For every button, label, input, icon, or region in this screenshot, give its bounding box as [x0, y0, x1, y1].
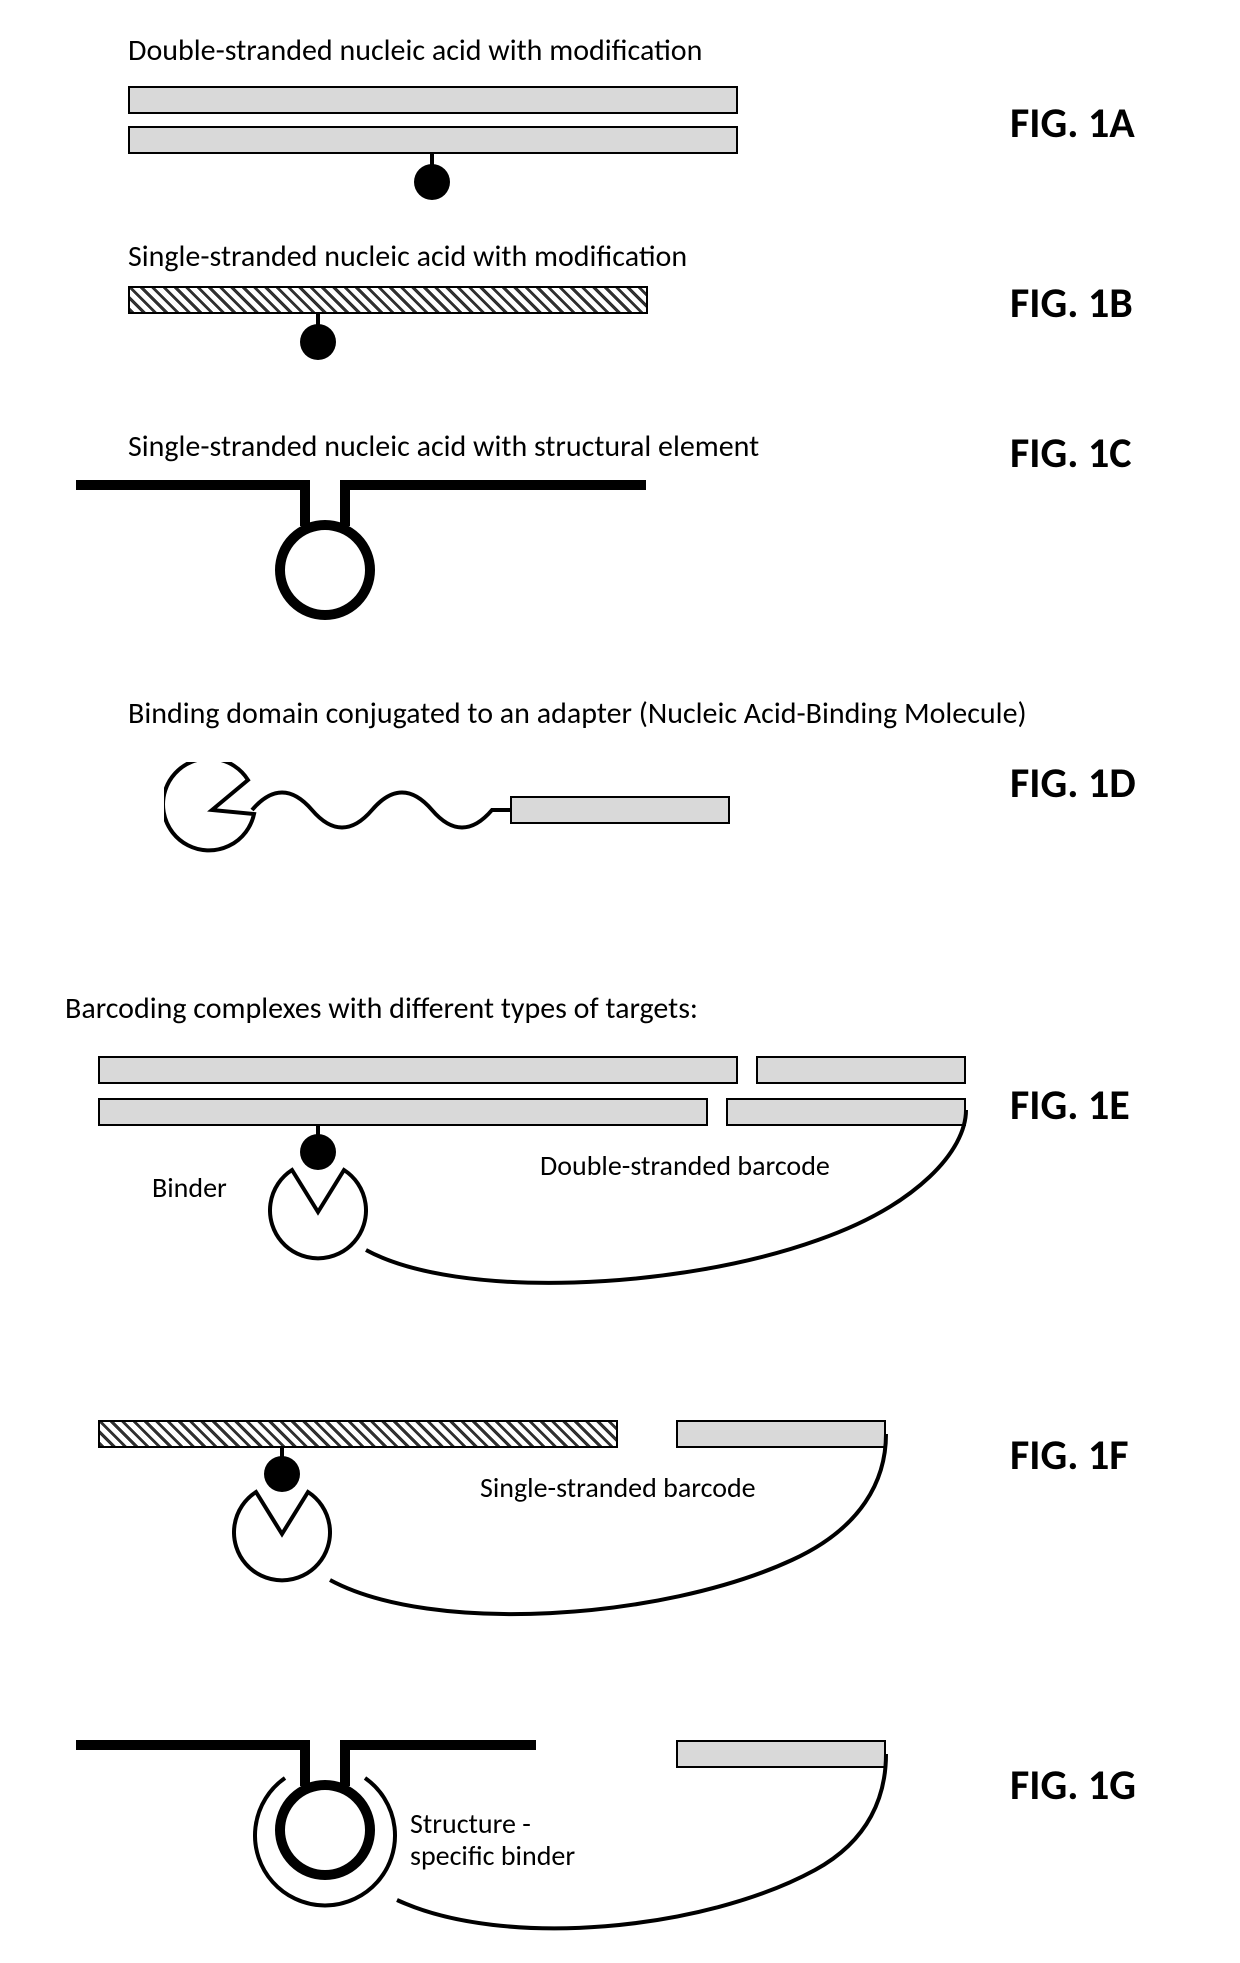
fig-1g-label: FIG. 1G [1010, 1760, 1136, 1811]
panel-1e-top-strand-right [756, 1056, 966, 1084]
panel-1f-linker [282, 1420, 902, 1630]
panel-1c-title: Single-stranded nucleic acid with struct… [128, 428, 759, 465]
fig-1b-label: FIG. 1B [1010, 278, 1133, 329]
panel-1a-title: Double-stranded nucleic acid with modifi… [128, 32, 702, 69]
panel-1c-line-right [346, 480, 646, 490]
panel-1a-top-strand [128, 86, 738, 114]
panel-1c-stem-right [340, 480, 350, 526]
panel-1c-stem-left [300, 480, 310, 526]
panel-1d-linker [252, 770, 512, 850]
panel-1a-bottom-strand [128, 126, 738, 154]
fig-1f-label: FIG. 1F [1010, 1430, 1129, 1481]
panel-1b-strand [128, 286, 648, 314]
fig-1e-label: FIG. 1E [1010, 1080, 1130, 1131]
panel-1g-line-left [76, 1740, 304, 1750]
panel-1e-binder-label: Binder [152, 1170, 227, 1205]
fig-1c-label: FIG. 1C [1010, 428, 1131, 479]
panel-1c-line-left [76, 480, 304, 490]
panel-1c-loop [275, 520, 375, 620]
panel-1b-title: Single-stranded nucleic acid with modifi… [128, 238, 687, 275]
panel-1b-marker-dot [300, 324, 336, 360]
section-heading: Barcoding complexes with different types… [65, 990, 698, 1027]
panel-1d-adapter-bar [510, 796, 730, 824]
panel-1a-marker-dot [414, 164, 450, 200]
panel-1e-top-strand-left [98, 1056, 738, 1084]
figure-page: Double-stranded nucleic acid with modifi… [0, 0, 1240, 1963]
panel-1e-linker [318, 1090, 978, 1290]
fig-1a-label: FIG. 1A [1010, 98, 1135, 149]
panel-1d-title: Binding domain conjugated to an adapter … [128, 695, 1027, 732]
panel-1g-linker [325, 1740, 905, 1940]
fig-1d-label: FIG. 1D [1010, 758, 1136, 809]
panel-1d-binder [164, 762, 260, 858]
